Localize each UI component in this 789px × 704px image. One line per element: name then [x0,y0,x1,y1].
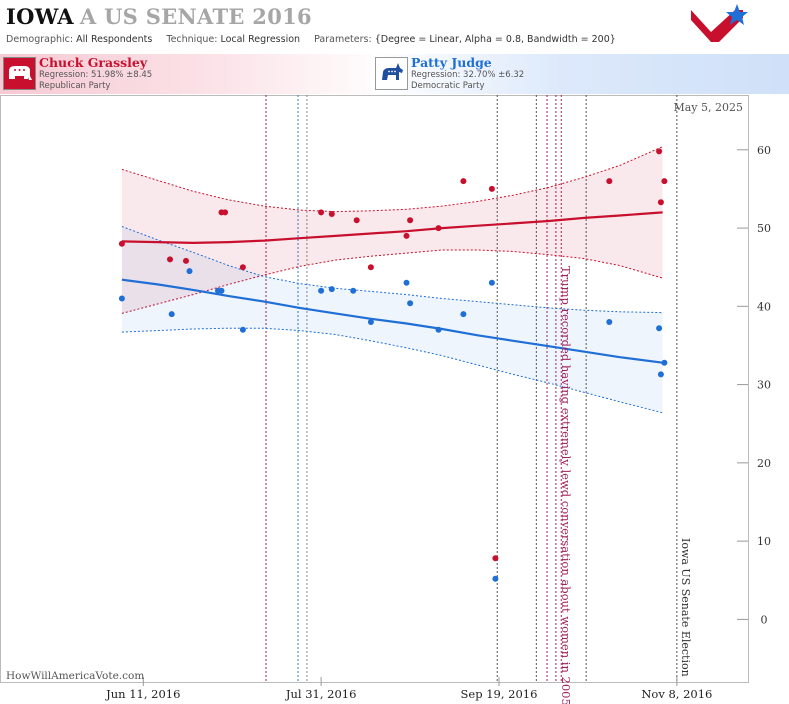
judge-band-lower [121,327,663,414]
judge-poll-point [328,286,335,293]
grassley-poll-point [118,240,125,247]
grassley-confidence-band [121,146,663,314]
republican-name: Chuck Grassley [39,55,148,70]
confidence-bands [121,146,663,414]
judge-poll-point [657,371,664,378]
judge-regression-line [121,278,663,364]
grassley-poll-point [222,209,229,216]
judge-poll-point [460,311,467,318]
judge-confidence-band [121,226,663,413]
title-state: IOWA [6,4,74,29]
grassley-poll-point [661,178,668,185]
grassley-poll-point [353,217,360,224]
x-tick-label: Sep 19, 2016 [461,687,538,701]
parameters-label: Parameters: [314,34,372,45]
grassley-regression-line [121,211,663,245]
republican-regression: Regression: 51.98% ±8.45 [39,70,153,80]
candidate-republican: Chuck Grassley Regression: 51.98% ±8.45 … [0,54,394,94]
judge-poll-point [492,575,499,582]
judge-poll-point [168,311,175,318]
grassley-poll-point [403,232,410,239]
grassley-poll-point [435,225,442,232]
judge-poll-point [435,326,442,333]
grassley-poll-point [367,264,374,271]
grassley-poll-point [183,257,189,264]
republican-party: Republican Party [39,81,111,91]
y-tick-label: 20 [757,457,771,470]
x-tick-label: Jun 11, 2016 [105,687,180,701]
annotation-lewd-tape: Trump recorded having extremely lewd con… [559,266,573,704]
judge-poll-point [403,279,410,286]
technique-label: Technique: [166,34,218,45]
title-race: A US SENATE 2016 [79,4,312,29]
judge-poll-point [407,300,414,307]
judge-band-upper [121,226,663,314]
democratic-regression: Regression: 32.70% ±6.32 [411,70,525,80]
grassley-poll-point [657,199,664,206]
y-tick-label: 50 [757,222,771,235]
democratic-name: Patty Judge [411,55,492,70]
parameters-bar: Demographic: All Respondents Technique: … [6,34,616,45]
grassley-poll-point [318,209,325,216]
grassley-poll-point [239,264,246,271]
flag-logo-icon[interactable] [689,2,749,46]
judge-poll-point [606,319,613,325]
poll-points [118,148,668,582]
regression-lines [121,211,663,364]
judge-poll-point [488,279,495,286]
judge-poll-point [367,319,374,325]
x-tick-label: Jul 31, 2016 [285,687,357,701]
judge-poll-point [656,325,663,332]
demographic-value: All Respondents [76,34,153,45]
y-tick-label: 40 [757,300,771,313]
y-tick-label: 30 [757,379,771,392]
y-tick-label: 0 [761,613,768,626]
annotation-election: Iowa US Senate Election [679,538,692,677]
judge-poll-point [186,268,193,275]
judge-poll-point [239,326,246,333]
grassley-poll-point [488,185,495,192]
grassley-poll-point [328,211,335,217]
annotations: Trump recorded having extremely lewd con… [559,266,692,704]
grassley-poll-point [492,555,499,562]
grassley-poll-point [460,178,467,185]
parameters-value: {Degree = Linear, Alpha = 0.8, Bandwidth… [374,34,616,45]
y-tick-label: 60 [757,144,771,157]
grassley-poll-point [656,148,663,155]
technique-value: Local Regression [220,34,301,45]
judge-poll-point [218,287,225,294]
date-label: May 5, 2025 [673,101,743,114]
judge-poll-point [118,295,125,302]
judge-poll-point [350,287,357,294]
grassley-poll-point [606,178,613,185]
candidate-democratic: Patty Judge Regression: 32.70% ±6.32 Dem… [372,54,789,94]
elephant-icon [3,57,36,90]
event-lines [265,95,678,682]
demographic-label: Demographic: [6,34,74,45]
plot-frame [0,95,749,683]
democratic-party: Democratic Party [411,81,485,91]
grassley-poll-point [167,256,173,263]
x-axis: Jun 11, 2016 Jul 31, 2016 Sep 19, 2016 Nov … [105,677,712,701]
y-axis: 0 10 20 30 40 50 60 [737,144,771,626]
judge-poll-point [318,287,325,294]
judge-poll-point [661,359,668,366]
y-tick-label: 10 [757,535,771,548]
watermark: HowWillAmericaVote.com [6,670,144,682]
grassley-band-lower [121,249,663,314]
grassley-poll-point [407,217,414,224]
x-tick-label: Nov 8, 2016 [641,687,712,701]
grassley-band-upper [121,146,663,213]
donkey-icon [375,57,408,90]
page-title: IOWA A US SENATE 2016 [6,4,312,29]
